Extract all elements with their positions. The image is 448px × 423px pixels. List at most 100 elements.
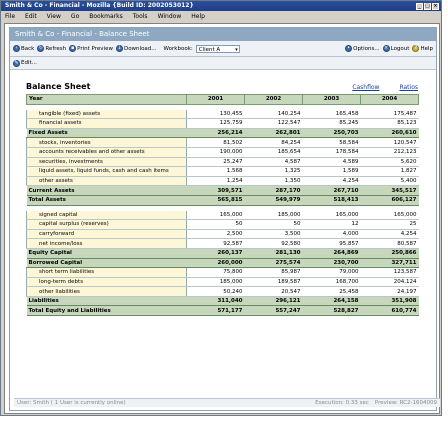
table-row: long-term debts 185,000 189,587 168,700 204,… (26, 277, 419, 288)
edit-button[interactable]: ✎ Edit... (13, 59, 37, 67)
value-cell: 189,587 (244, 277, 303, 288)
value-cell: 565,815 (186, 194, 245, 206)
value-cell: 185,000 (186, 277, 245, 288)
total-row: Fixed Assets 256,214 262,801 250,703 260,610 (26, 127, 419, 139)
table-row: securities, investments 25,247 4,587 4,589 5… (26, 157, 419, 168)
cashflow-link[interactable]: Cashflow (352, 84, 380, 91)
value-cell: 125,759 (186, 118, 245, 129)
value-cell: 4,587 (244, 157, 303, 168)
row-label: other liabilities (26, 286, 187, 297)
menu-help[interactable]: Help (191, 12, 205, 20)
value-cell: 20,547 (244, 286, 303, 297)
value-cell: 1,325 (244, 166, 303, 177)
print-preview-button[interactable]: ▪ Print Preview (69, 45, 113, 52)
value-cell: 528,827 (302, 305, 361, 317)
refresh-button[interactable]: ↻ Refresh (37, 45, 67, 52)
status-preview: Preview: RC2-1604009 (374, 400, 437, 406)
value-cell: 1,589 (302, 166, 361, 177)
value-cell: 4,000 (302, 229, 361, 240)
maximize-icon[interactable]: □ (424, 2, 431, 10)
value-cell: 92,580 (244, 238, 303, 249)
value-cell: 85,123 (360, 118, 419, 129)
value-cell: 549,979 (244, 194, 303, 206)
value-cell: 168,700 (302, 277, 361, 288)
table-row: other assets 1,254 1,350 4,254 5,400 (26, 176, 419, 187)
table-row: stocks, inventories 81,502 84,254 58,584 120… (26, 137, 419, 148)
value-cell: 327,711 (360, 257, 419, 269)
value-cell: 85,245 (302, 118, 361, 129)
status-execution: Execution: 0.33 sec (315, 400, 369, 406)
value-cell: 230,700 (302, 257, 361, 269)
minimize-icon[interactable]: _ (416, 2, 423, 10)
value-cell: 250,866 (360, 247, 419, 259)
total-row: Borrowed Capital 260,000 275,574 230,700 327… (26, 257, 419, 269)
row-label: Equity Capital (26, 247, 187, 259)
back-arrow-icon: ‹ (13, 45, 20, 52)
browser-window: Smith & Co - Financial - Mozilla {Build … (0, 0, 442, 416)
workbook-label: Workbook: (163, 45, 193, 52)
back-button[interactable]: ‹ Back (13, 45, 34, 52)
menu-file[interactable]: File (5, 12, 16, 20)
value-cell: 165,000 (302, 210, 361, 221)
value-cell: 606,127 (360, 194, 419, 206)
options-icon: • (345, 45, 353, 52)
menu-bookmarks[interactable]: Bookmarks (89, 12, 123, 20)
menu-tools[interactable]: Tools (132, 12, 148, 20)
page-content: Smith & Co - Financial - Balance Sheet ‹… (4, 23, 440, 414)
table-row: net income/loss 92,587 92,580 95,857 80,587 (26, 238, 419, 249)
value-cell: 123,587 (360, 267, 419, 278)
table-row: short term liabilities 75,800 85,987 79,000… (26, 267, 419, 278)
column-header-year: Year (26, 94, 187, 105)
page-title: Balance Sheet (26, 82, 91, 91)
row-label: accounts receivables and other assets (26, 147, 187, 158)
table-header-row: Year 2001 2002 2003 2004 (26, 94, 419, 105)
edit-toolbar: ✎ Edit... (10, 57, 436, 70)
row-label: carryforward (26, 229, 187, 240)
table-row: other liabilities 50,240 20,547 25,458 24,19… (26, 286, 419, 297)
value-cell: 4,254 (360, 229, 419, 240)
row-label: Liabilities (26, 295, 187, 307)
table-row: financial assets 125,759 122,547 85,245 85,1… (26, 118, 419, 129)
value-cell: 85,987 (244, 267, 303, 278)
app-header: Smith & Co - Financial - Balance Sheet (10, 28, 436, 41)
total-row: Equity Capital 260,137 281,130 264,869 250,8… (26, 247, 419, 259)
value-cell: 79,000 (302, 267, 361, 278)
value-cell: 5,400 (360, 176, 419, 187)
edit-icon: ✎ (13, 59, 20, 67)
sheet-links: Cashflow Ratios (352, 84, 418, 91)
menu-bar: File Edit View Go Bookmarks Tools Window… (1, 11, 441, 21)
row-label: Current Assets (26, 185, 187, 196)
value-cell: 75,800 (186, 267, 245, 278)
menu-go[interactable]: Go (70, 12, 80, 20)
value-cell: 185,654 (244, 147, 303, 158)
value-cell: 264,869 (302, 247, 361, 259)
value-cell: 1,254 (186, 176, 245, 187)
window-controls: _ □ × (416, 2, 441, 10)
help-button[interactable]: ? Help (412, 45, 433, 52)
row-label: stocks, inventories (26, 137, 187, 148)
value-cell: 80,587 (360, 238, 419, 249)
options-button[interactable]: • Options... (345, 45, 380, 52)
value-cell: 281,130 (244, 247, 303, 259)
status-right: Execution: 0.33 sec Preview: RC2-1604009 (315, 400, 437, 406)
menu-edit[interactable]: Edit (25, 12, 37, 20)
table-row: accounts receivables and other assets 190… (26, 147, 419, 158)
download-button[interactable]: ↓ Download... (115, 45, 157, 52)
value-cell: 165,000 (186, 210, 245, 221)
column-header-2003: 2003 (302, 94, 361, 105)
total-row: Current Assets 309,571 287,170 267,710 345,5… (26, 185, 419, 196)
value-cell: 24,197 (360, 286, 419, 297)
menu-window[interactable]: Window (157, 12, 182, 20)
balance-sheet-table: Year 2001 2002 2003 2004 tangible (fixed… (26, 94, 419, 317)
value-cell: 5,620 (360, 157, 419, 168)
ratios-link[interactable]: Ratios (399, 84, 418, 91)
row-label: net income/loss (26, 238, 187, 249)
logout-button[interactable]: × Logout (382, 45, 410, 52)
close-icon[interactable]: × (432, 2, 439, 10)
value-cell: 12 (302, 219, 361, 230)
menu-view[interactable]: View (46, 12, 61, 20)
value-cell: 1,350 (244, 176, 303, 187)
help-icon: ? (412, 45, 420, 52)
value-cell: 275,574 (244, 257, 303, 269)
workbook-select[interactable]: Client A (195, 44, 240, 54)
